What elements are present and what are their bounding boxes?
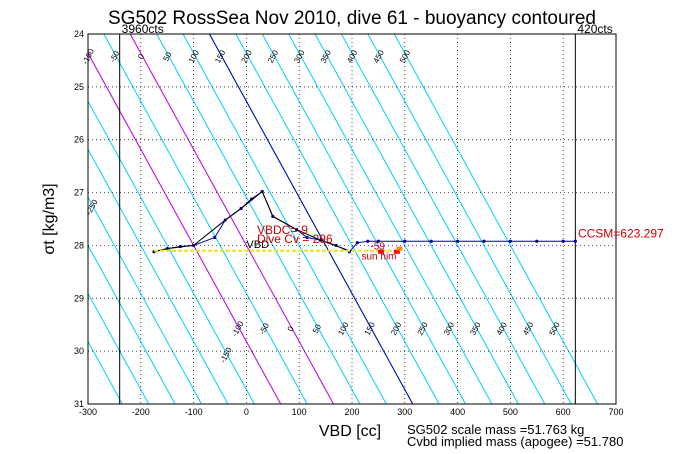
contour-value-label: 50 [161,50,173,63]
contour-value-label: 100 [187,48,201,64]
count-limit-label: 420cts [577,22,612,36]
series-point [456,239,460,243]
marker [396,246,403,251]
annotation: sun him [362,252,397,263]
contour-value-label: -100 [81,47,97,66]
contour-value-label: 250 [266,48,280,64]
contour-value-label: 450 [521,320,535,336]
y-tick-label: 29 [74,293,84,303]
contour-value-label: 450 [372,48,386,64]
buoyancy-contour [88,100,255,404]
x-tick-label: 700 [608,407,623,417]
series-point [213,235,217,240]
buoyancy-contour [314,34,519,404]
buoyancy-contour [235,34,440,404]
buoyancy-contour [88,340,123,404]
contour-value-label: 300 [442,320,456,336]
plot-frame [87,33,617,405]
x-tick-label: 200 [344,407,359,417]
buoyancy-contour [393,34,598,404]
y-tick-label: 31 [74,399,84,409]
x-tick-label: -100 [185,407,203,417]
contour-value-label: 200 [240,48,254,64]
x-tick-label: 300 [397,407,412,417]
contour-value-label: 500 [398,48,412,64]
series-line-dive-profile [153,190,576,253]
contour-value-label: -250 [84,198,100,217]
contour-value-label: 50 [311,322,323,335]
y-tick-label: 24 [74,29,84,39]
contour-value-label: 0 [136,52,146,61]
annotation: -59 [370,242,385,253]
y-tick-label: 28 [74,240,84,250]
buoyancy-contour [261,34,466,404]
annotation: VBDC=-9 [257,223,308,237]
x-tick-label: 500 [503,407,518,417]
scale-mass-note: SG502 scale mass =51.763 kg [407,422,585,437]
series-point [429,239,433,243]
buoyancy-contour [156,34,361,404]
series-point [573,239,577,243]
y-tick-label: 30 [74,346,84,356]
buoyancy-contour [88,148,229,404]
contour-value-label: 400 [495,320,509,336]
buoyancy-contour [182,34,387,404]
y-axis-label: σt [kg/m3] [41,183,58,254]
buoyancy-contour [88,196,202,404]
contour-value-label: 350 [468,320,482,336]
y-tick-label: 26 [74,135,84,145]
x-axis-label: VBD [cc] [319,423,381,440]
buoyancy-contour [88,244,176,404]
series-point [508,239,512,243]
series-point [355,241,359,245]
x-tick-label: 100 [292,407,307,417]
annotation: VBD [246,239,269,251]
buoyancy-contour [288,34,493,404]
contour-value-label: -150 [218,346,234,365]
contour-value-label: 350 [319,48,333,64]
y-tick-label: 27 [74,188,84,198]
contour-value-label: -50 [258,321,272,336]
marker [378,249,385,254]
annotation: CCSM=623.297 [578,227,664,241]
contour-value-label: 200 [389,320,403,336]
series-point [561,239,565,243]
contour-value-label: 150 [363,320,377,336]
series-point [403,239,407,243]
series-line-climb [153,190,350,253]
contour-value-label: 250 [416,320,430,336]
buoyancy-contour [88,292,150,404]
buoyancy-contour [103,34,308,404]
contour-value-label: 150 [213,48,227,64]
x-tick-label: -300 [79,407,97,417]
chart-title: SG502 RossSea Nov 2010, dive 61 - buoyan… [108,8,596,29]
series-point [535,239,539,243]
contour-value-label: 400 [345,48,359,64]
implied-mass-note: Cvbd implied mass (apogee) =51.780 [407,434,624,449]
contour-value-label: 100 [336,320,350,336]
series-point [482,239,486,243]
x-tick-label: 400 [450,407,465,417]
contour-value-label: 500 [548,320,562,336]
series-point [305,235,309,240]
marker [393,249,400,254]
contour-value-label: 0 [286,324,296,333]
series-point [376,239,380,243]
buoyancy-contour-neutral [209,34,414,404]
count-limit-label: 3960cts [122,22,164,36]
buoyancy-contour [367,34,572,404]
contour-value-label: -100 [230,319,246,338]
series-point [366,239,370,243]
buoyancy-contour-magenta [88,52,282,404]
buoyancy-contour-magenta [129,34,334,404]
y-tick-label: 25 [74,82,84,92]
x-tick-label: 600 [556,407,571,417]
annotation: Dive Cv = 296 [257,232,333,246]
x-tick-label: 0 [244,407,249,417]
contour-value-label: 300 [292,48,306,64]
x-tick-label: -200 [132,407,150,417]
buoyancy-contour [341,34,546,404]
